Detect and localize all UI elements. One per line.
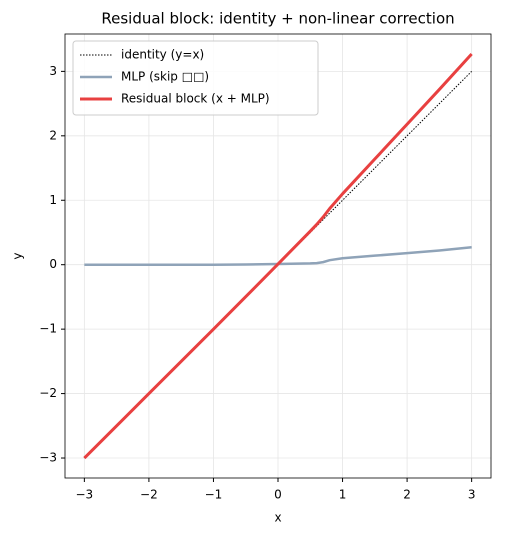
y-axis-label: y [11,252,25,259]
y-tick-label: 2 [49,128,57,142]
x-tick-label: 1 [339,488,347,502]
y-tick-label: −1 [39,322,57,336]
plot-frame [64,33,492,479]
x-tick-label: −2 [140,488,158,502]
x-tick-label: 2 [403,488,411,502]
chart-title: Residual block: identity + non-linear co… [101,10,454,28]
y-tick-label: 0 [49,257,57,271]
y-tick-label: 3 [49,64,57,78]
y-tick-label: −2 [39,386,57,400]
series-line [83,52,473,460]
x-tick-label: 0 [274,488,282,502]
x-axis-label: x [274,511,281,525]
x-tick-label: −3 [76,488,94,502]
series-line [84,246,472,266]
legend-label: MLP (skip □□) [121,70,209,84]
y-tick-label: 1 [49,193,57,207]
legend-label: Residual block (x + MLP) [121,92,270,106]
legend-label: identity (y=x) [121,48,204,62]
y-tick-label: −3 [39,451,57,465]
legend-box [72,40,319,116]
legend: identity (y=x) MLP (skip □□) Residual bloc… [72,40,319,116]
x-tick-label: −1 [205,488,223,502]
x-tick-label: 3 [468,488,476,502]
